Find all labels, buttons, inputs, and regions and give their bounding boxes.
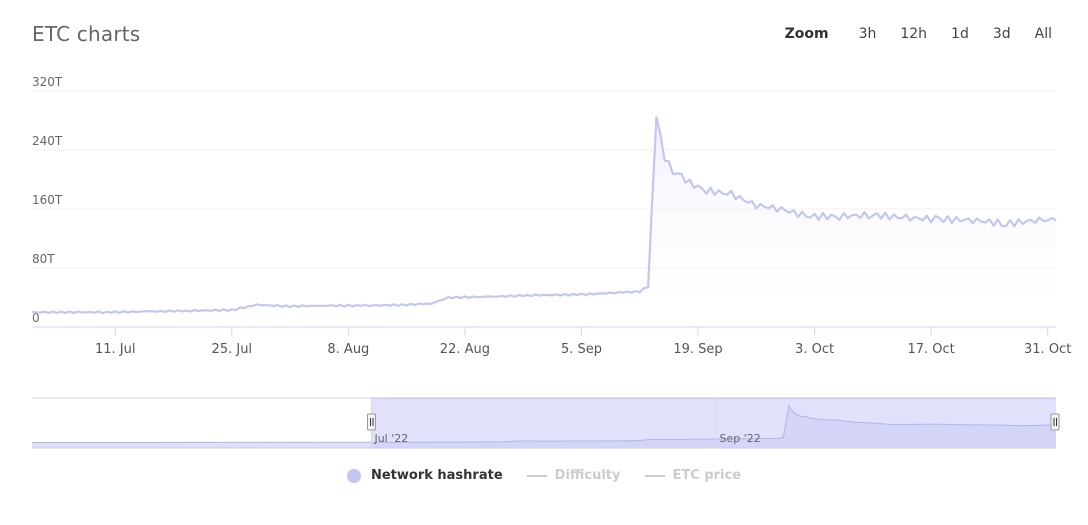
y-tick-label: 160T (32, 193, 63, 207)
zoom-1d-button[interactable]: 1d (945, 24, 975, 44)
y-tick-label: 240T (32, 134, 63, 148)
x-tick-label: 8. Aug (327, 342, 369, 357)
legend-item-difficulty[interactable]: Difficulty (526, 468, 621, 483)
legend-label-difficulty: Difficulty (554, 468, 621, 483)
x-tick-label: 11. Jul (95, 342, 136, 357)
zoom-all-button[interactable]: All (1029, 24, 1058, 44)
zoom-label: Zoom (784, 26, 829, 42)
navigator-right-handle[interactable] (1050, 413, 1060, 431)
x-tick-label: 25. Jul (212, 342, 253, 357)
network-hashrate-marker-icon (346, 468, 361, 483)
x-tick-label: 19. Sep (673, 342, 722, 357)
legend: Network hashrate Difficulty ETC price (0, 468, 1088, 483)
difficulty-line-icon (526, 474, 547, 477)
zoom-3d-button[interactable]: 3d (987, 24, 1017, 44)
x-tick-label: 5. Sep (561, 342, 602, 357)
y-tick-label: 80T (32, 252, 55, 266)
legend-label-etc-price: ETC price (672, 468, 742, 483)
network-hashrate-area (32, 117, 1056, 327)
zoom-3h-button[interactable]: 3h (853, 24, 883, 44)
navigator-line (31, 404, 1056, 443)
x-tick-label: 3. Oct (795, 342, 834, 357)
legend-item-etc-price[interactable]: ETC price (644, 468, 742, 483)
navigator-tick-label: Jul '22 (373, 432, 408, 445)
navigator-left-handle[interactable] (366, 413, 376, 431)
zoom-selector: Zoom 3h 12h 1d 3d All (785, 24, 1058, 44)
x-tick-label: 22. Aug (440, 342, 490, 357)
navigator-tick-label: Sep '22 (720, 432, 761, 445)
x-tick-label: 31. Oct (1024, 342, 1071, 357)
legend-label-network-hashrate: Network hashrate (370, 468, 503, 483)
zoom-12h-button[interactable]: 12h (894, 24, 933, 44)
chart-title: ETC charts (32, 22, 141, 46)
legend-item-network-hashrate[interactable]: Network hashrate (346, 468, 503, 483)
handle-grip-icon (1050, 413, 1060, 431)
network-hashrate-line (31, 116, 1057, 315)
x-tick-label: 17. Oct (907, 342, 954, 357)
etc-price-line-icon (644, 474, 665, 477)
y-tick-label: 320T (32, 75, 63, 89)
handle-grip-icon (366, 413, 376, 431)
